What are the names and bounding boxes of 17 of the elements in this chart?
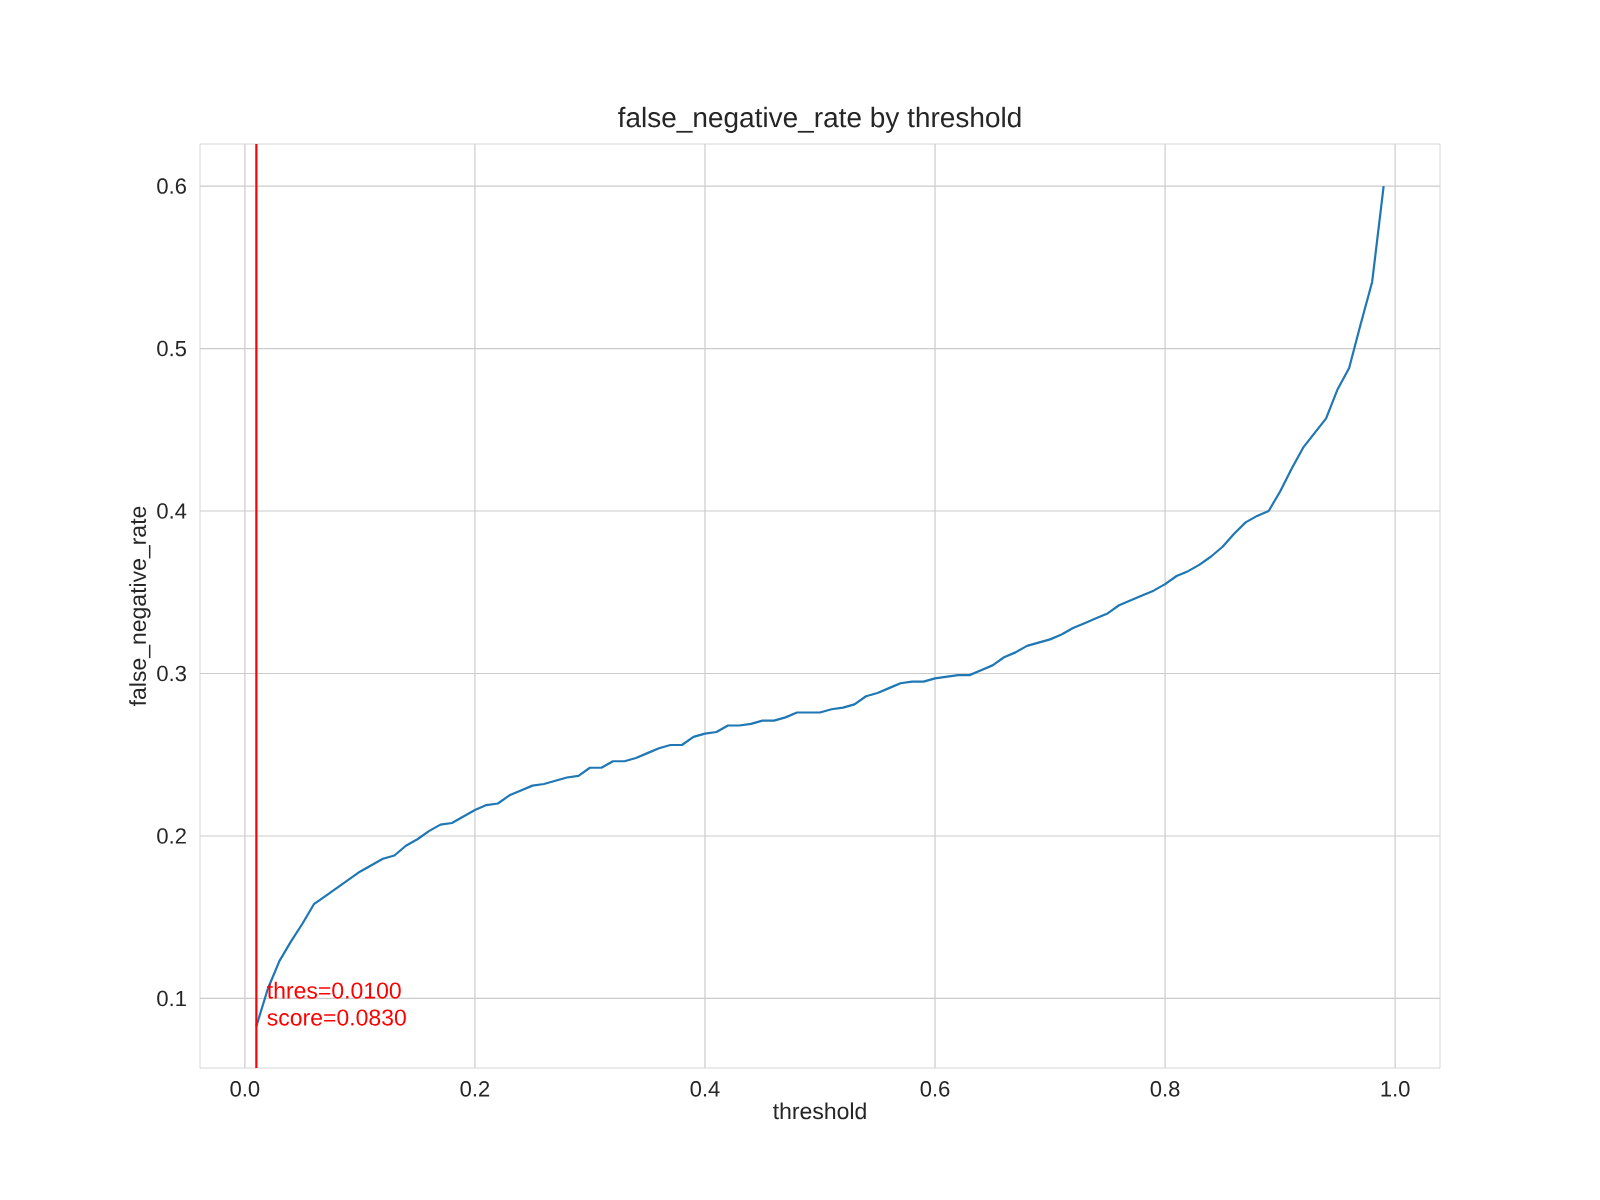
x-tick-label: 0.8 — [1150, 1081, 1180, 1097]
x-axis-title: threshold — [773, 1102, 866, 1120]
y-tick-label: 0.3 — [157, 665, 186, 682]
annotation: thres=0.0100 — [267, 981, 401, 999]
x-tick-label: 0.0 — [230, 1081, 260, 1097]
x-tick-label: 0.2 — [460, 1081, 490, 1097]
annotation: score=0.0830 — [267, 1009, 406, 1026]
x-tick-label: 1.0 — [1381, 1081, 1410, 1097]
y-tick-label: 0.4 — [157, 503, 187, 519]
x-tick-label: 0.4 — [690, 1081, 720, 1097]
x-tick-label: 0.6 — [920, 1081, 950, 1097]
chart-title: false_negative_rate by threshold — [618, 106, 1021, 133]
y-tick-label: 0.1 — [157, 990, 186, 1007]
y-axis-title: false_negative_rate — [129, 506, 151, 707]
y-tick-label: 0.2 — [157, 828, 186, 844]
y-tick-label: 0.6 — [157, 178, 186, 194]
y-tick-label: 0.5 — [157, 340, 186, 357]
